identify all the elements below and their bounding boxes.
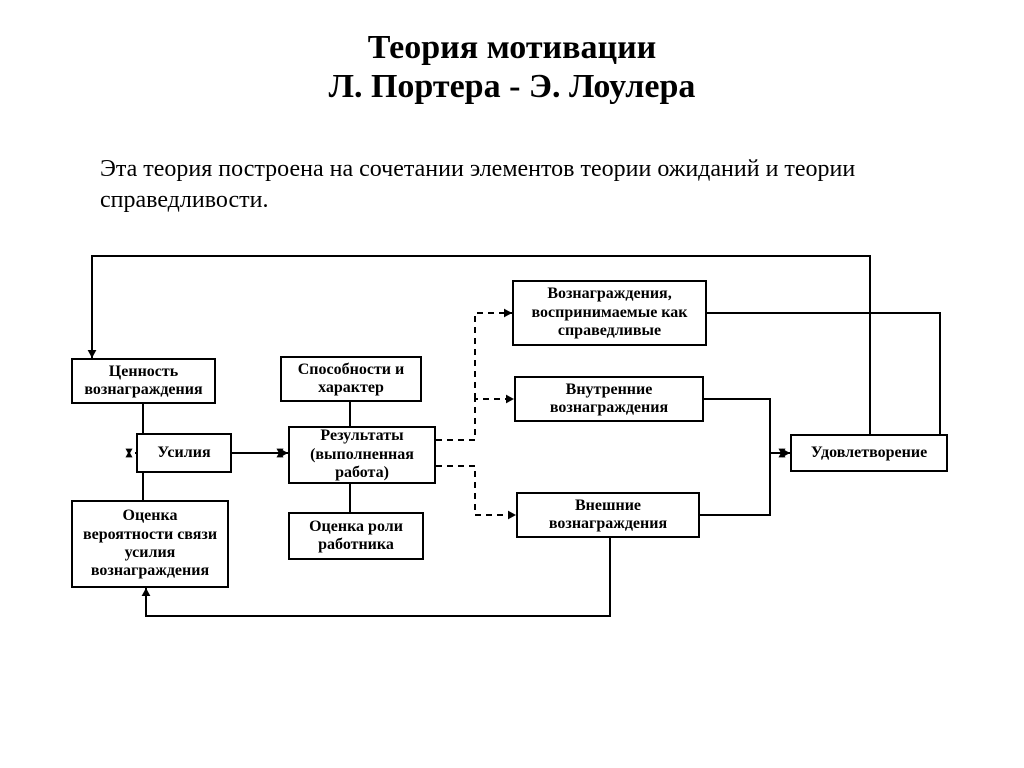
title-line-1: Теория мотивации	[0, 28, 1024, 67]
node-label: Удовлетворение	[811, 444, 927, 462]
node-intrinsic: Внутренние вознаграждения	[514, 376, 704, 422]
page-title: Теория мотивации Л. Портера - Э. Лоулера	[0, 28, 1024, 106]
node-prob_link: Оценка вероятности связи усилия вознагра…	[71, 500, 229, 588]
node-label: Оценка роли работника	[294, 518, 418, 555]
title-line-2: Л. Портера - Э. Лоулера	[0, 67, 1024, 106]
node-label: Оценка вероятности связи усилия вознагра…	[77, 507, 223, 581]
node-label: Результаты (выполненная работа)	[294, 427, 430, 482]
node-label: Внешние вознаграждения	[522, 497, 694, 534]
node-value_reward: Ценность вознаграждения	[71, 358, 216, 404]
node-abilities: Способности и характер	[280, 356, 422, 402]
slide-page: Теория мотивации Л. Портера - Э. Лоулера…	[0, 0, 1024, 768]
node-fair_reward: Вознаграждения, воспринимаемые как справ…	[512, 280, 707, 346]
node-role_eval: Оценка роли работника	[288, 512, 424, 560]
node-extrinsic: Внешние вознаграждения	[516, 492, 700, 538]
node-label: Усилия	[157, 444, 210, 462]
page-subtitle: Эта теория построена на сочетании элемен…	[100, 154, 924, 216]
node-label: Внутренние вознаграждения	[520, 381, 698, 418]
node-label: Вознаграждения, воспринимаемые как справ…	[518, 285, 701, 340]
node-label: Ценность вознаграждения	[77, 363, 210, 400]
node-label: Способности и характер	[286, 361, 416, 398]
node-satisfaction: Удовлетворение	[790, 434, 948, 472]
flowchart-diagram: Ценность вознаграждения Усилия Оценка веро…	[70, 250, 954, 670]
node-results: Результаты (выполненная работа)	[288, 426, 436, 484]
node-efforts: Усилия	[136, 433, 232, 473]
